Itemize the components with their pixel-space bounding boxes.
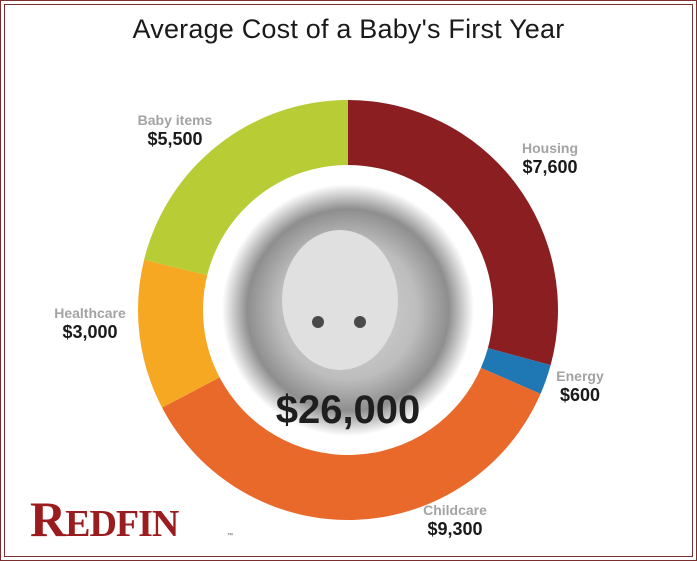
label-name: Energy xyxy=(556,368,604,384)
center-total: $26,000 xyxy=(275,388,421,432)
label-value: $600 xyxy=(559,385,601,405)
donut-slices xyxy=(138,100,558,521)
trademark: ™ xyxy=(227,533,233,539)
label-childcare: Childcare $9,300 xyxy=(405,502,505,540)
inner-frame xyxy=(4,4,693,557)
label-value: $3,000 xyxy=(62,322,118,342)
chart-title: Average Cost of a Baby's First Year xyxy=(132,14,565,44)
label-value: $9,300 xyxy=(427,519,483,539)
logo-rest: EDFIN xyxy=(65,503,179,545)
slice-baby-items xyxy=(144,100,348,276)
baby-eye-left xyxy=(312,316,324,328)
label-healthcare: Healthcare $3,000 xyxy=(40,305,140,343)
label-energy: Energy $600 xyxy=(540,368,620,406)
slice-housing xyxy=(348,100,558,366)
slice-healthcare xyxy=(138,259,220,408)
label-name: Housing xyxy=(522,140,578,156)
baby-face xyxy=(282,230,398,370)
slice-childcare xyxy=(162,367,541,521)
label-baby-items: Baby items $5,500 xyxy=(120,112,230,150)
label-value: $5,500 xyxy=(147,129,203,149)
label-housing: Housing $7,600 xyxy=(500,140,600,178)
redfin-logo: REDFIN xyxy=(30,490,179,548)
logo-first: R xyxy=(30,491,66,547)
label-name: Childcare xyxy=(423,502,487,518)
label-name: Healthcare xyxy=(54,305,126,321)
label-value: $7,600 xyxy=(522,157,578,177)
label-name: Baby items xyxy=(137,112,213,128)
baby-eye-right xyxy=(354,316,366,328)
slice-energy xyxy=(480,348,551,394)
